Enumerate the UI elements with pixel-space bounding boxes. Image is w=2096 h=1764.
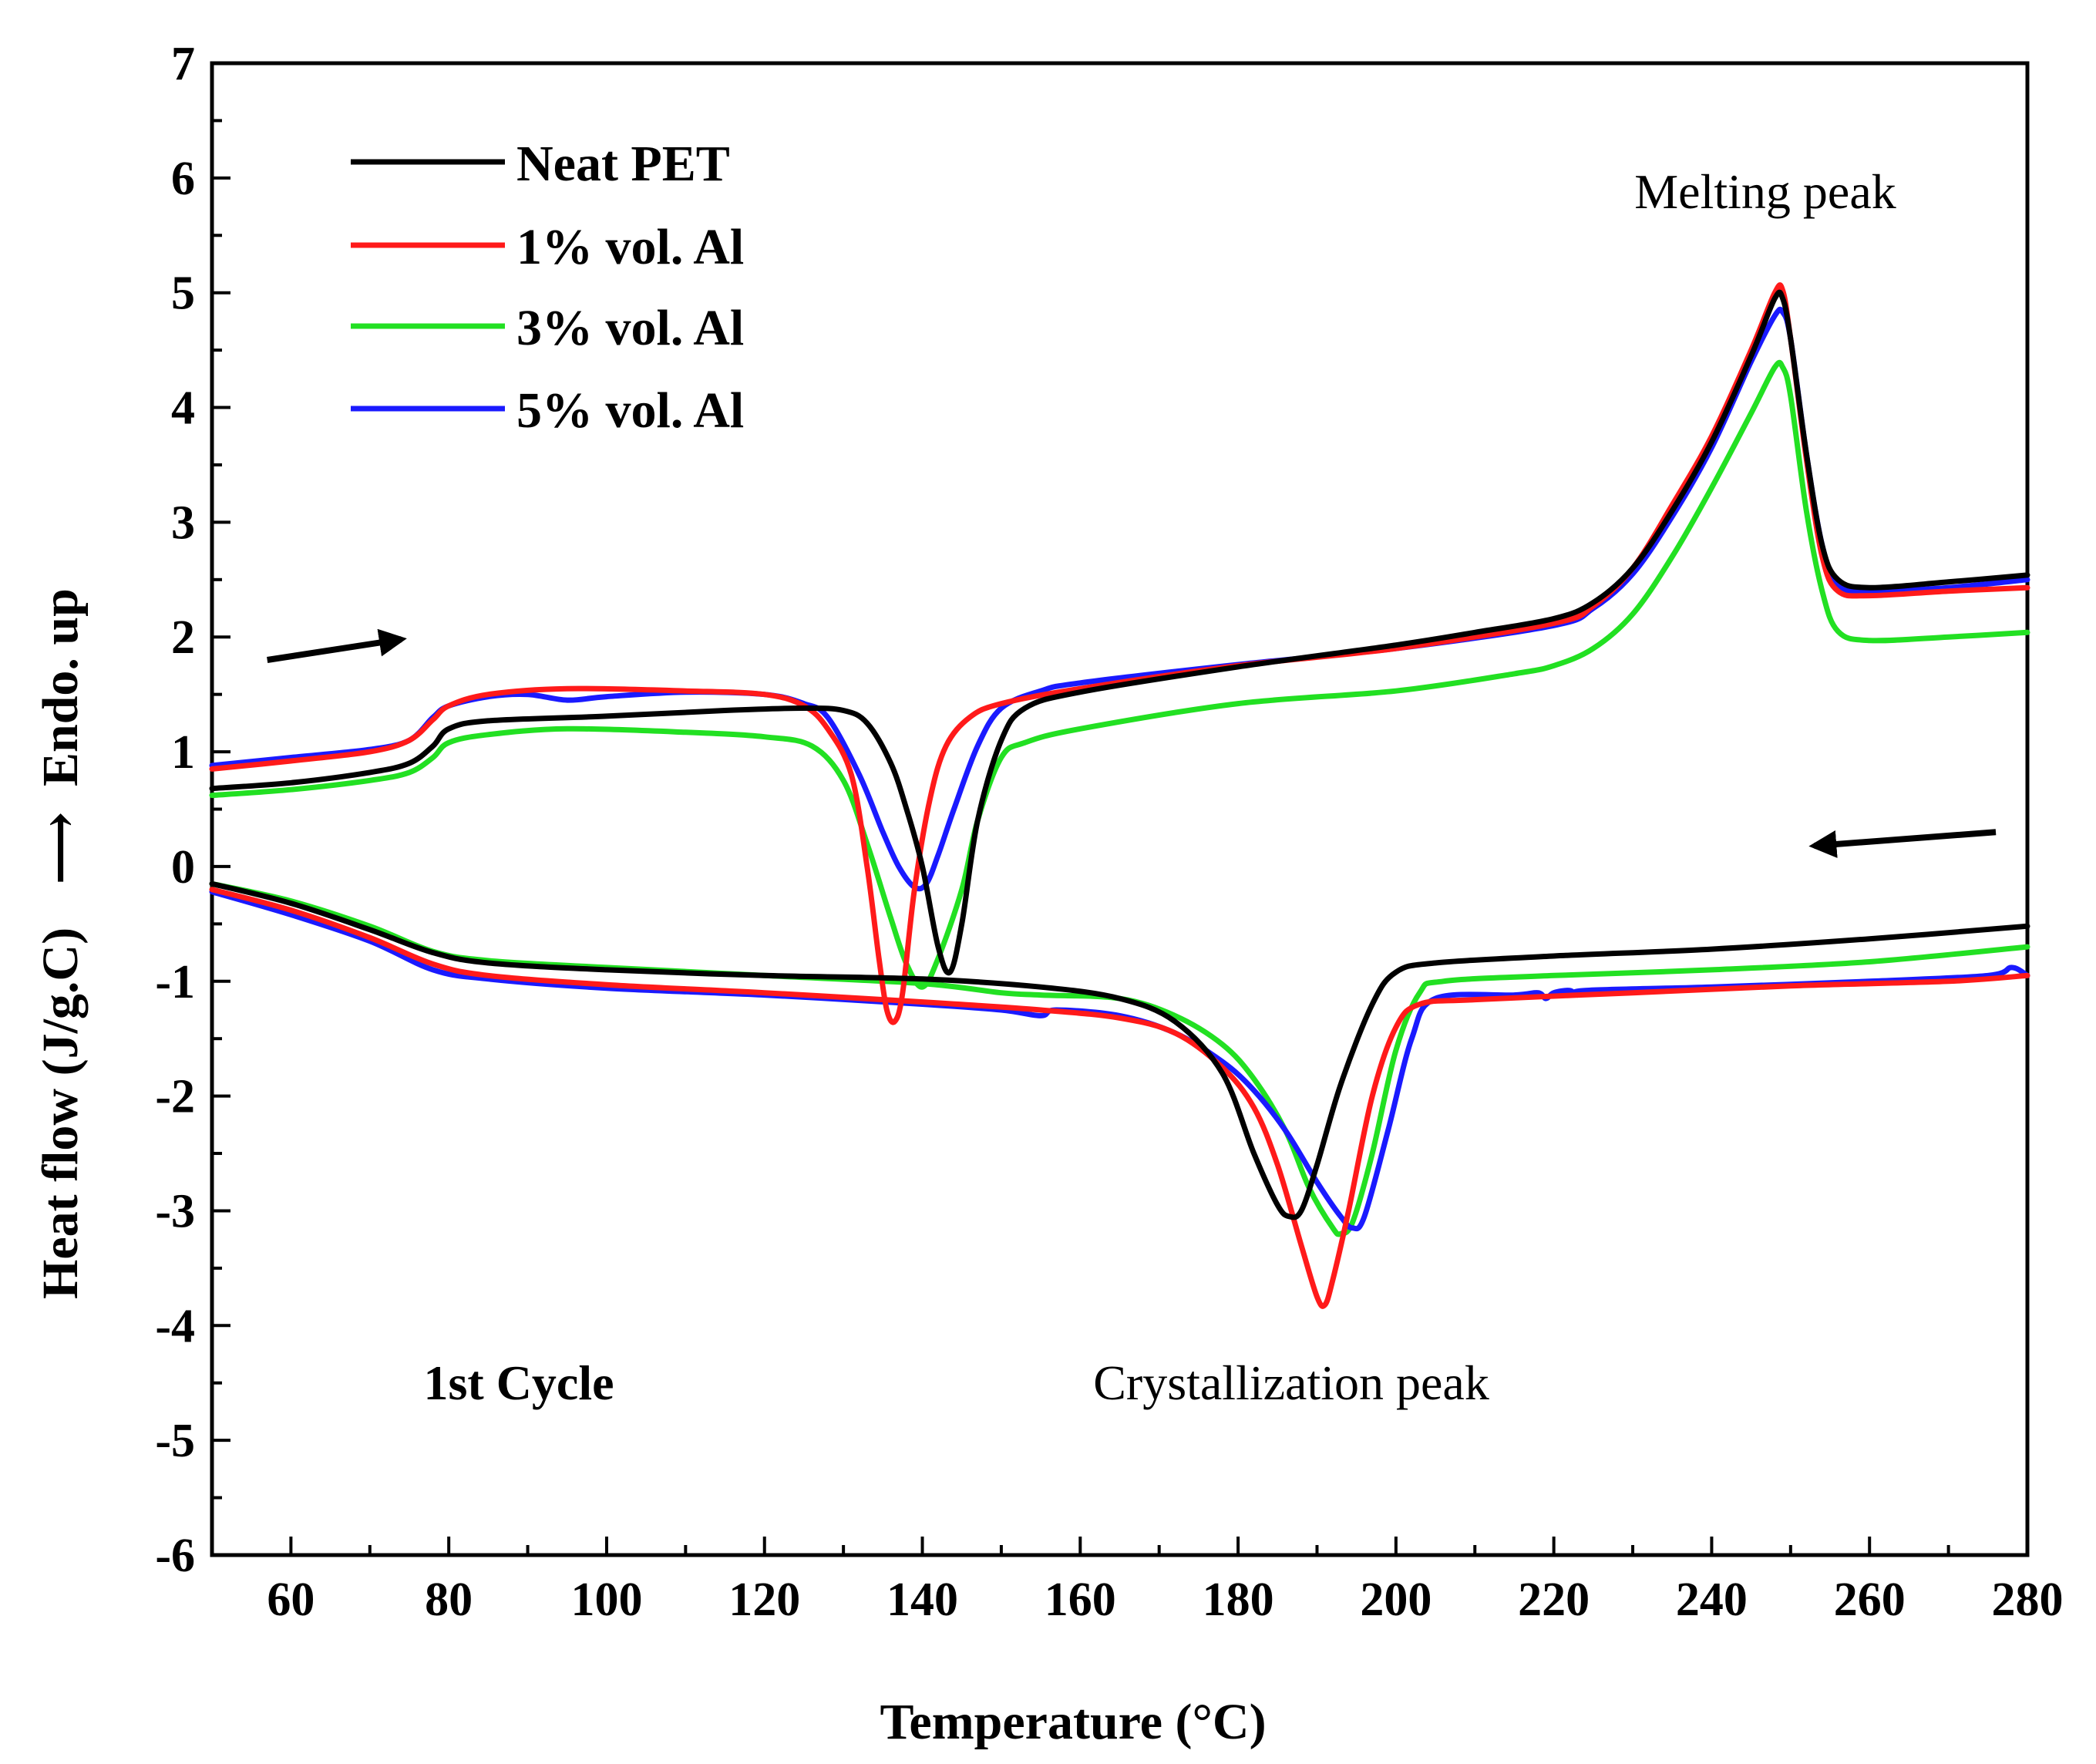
plot-area-frame xyxy=(210,61,2030,1557)
series-1pct-vol-al-cooling xyxy=(209,887,2030,1309)
x-tick-label: 200 xyxy=(1360,1574,1432,1626)
y-tick-labels: -6 -5 -4 -3 -2 -1 0 1 2 3 4 5 6 7 xyxy=(155,38,195,1582)
y-tick-label: -5 xyxy=(155,1415,195,1467)
legend: Neat PET 1% vol. Al 3% vol. Al 5% vol. A… xyxy=(351,136,744,439)
x-tick-label: 280 xyxy=(1992,1574,2064,1626)
series-5pct-vol-al-heating xyxy=(209,306,2030,892)
x-tick-labels: 60 80 100 120 140 160 180 200 220 240 260 280 xyxy=(267,1574,2063,1626)
y-tick-label: -2 xyxy=(155,1071,195,1123)
y-tick-label: -3 xyxy=(155,1185,195,1237)
axis-ticks xyxy=(210,62,2029,1557)
melting-peak-annotation: Melting peak xyxy=(1634,164,1896,219)
direction-arrows xyxy=(267,628,1997,858)
series-3pct-vol-al-cooling xyxy=(209,880,2030,1237)
cycle-annotation: 1st Cycle xyxy=(423,1355,614,1410)
x-tick-label: 160 xyxy=(1045,1574,1116,1626)
x-tick-label: 180 xyxy=(1203,1574,1274,1626)
y-axis-title-left: Heat flow (J/g.C) xyxy=(32,927,89,1299)
x-tick-label: 60 xyxy=(267,1574,315,1626)
x-tick-label: 100 xyxy=(570,1574,642,1626)
y-tick-label: 5 xyxy=(171,268,195,320)
series-neat-pet-cooling xyxy=(209,880,2030,1220)
y-tick-label: 1 xyxy=(171,726,195,779)
x-tick-label: 260 xyxy=(1834,1574,1906,1626)
y-tick-label: 4 xyxy=(171,382,195,435)
y-tick-label: 0 xyxy=(171,841,195,894)
crystallization-peak-annotation: Crystallization peak xyxy=(1093,1355,1489,1410)
y-tick-label: 6 xyxy=(171,153,195,205)
series-5pct-vol-al-cooling xyxy=(209,889,2030,1232)
legend-label-1pct-al: 1% vol. Al xyxy=(516,219,744,275)
data-series xyxy=(209,282,2030,1309)
cooling-arrow xyxy=(1808,829,1997,858)
legend-label-3pct-al: 3% vol. Al xyxy=(516,300,744,356)
x-tick-label: 240 xyxy=(1676,1574,1748,1626)
y-tick-label: 3 xyxy=(171,497,195,549)
y-axis-title: Heat flow (J/g.C) ⟶ Endo. up xyxy=(32,588,89,1299)
legend-label-5pct-al: 5% vol. Al xyxy=(516,382,744,439)
y-tick-label: -4 xyxy=(155,1300,195,1352)
x-tick-label: 220 xyxy=(1518,1574,1590,1626)
y-tick-label: 7 xyxy=(171,38,195,90)
x-tick-label: 120 xyxy=(728,1574,800,1626)
series-neat-pet-heating xyxy=(209,289,2030,976)
x-tick-label: 140 xyxy=(887,1574,958,1626)
x-tick-label: 80 xyxy=(425,1574,473,1626)
series-3pct-vol-al-heating xyxy=(209,359,2030,990)
x-axis-title: Temperature (°C) xyxy=(880,1694,1266,1750)
y-axis-title-arrow: ⟶ xyxy=(32,812,89,885)
heating-arrow xyxy=(267,628,407,663)
y-axis-title-right: Endo. up xyxy=(32,588,89,786)
y-tick-label: -1 xyxy=(155,956,195,1008)
legend-label-neat-pet: Neat PET xyxy=(516,136,730,192)
y-tick-label: -6 xyxy=(155,1530,195,1582)
series-1pct-vol-al-heating xyxy=(209,282,2030,1025)
y-tick-label: 2 xyxy=(171,611,195,664)
